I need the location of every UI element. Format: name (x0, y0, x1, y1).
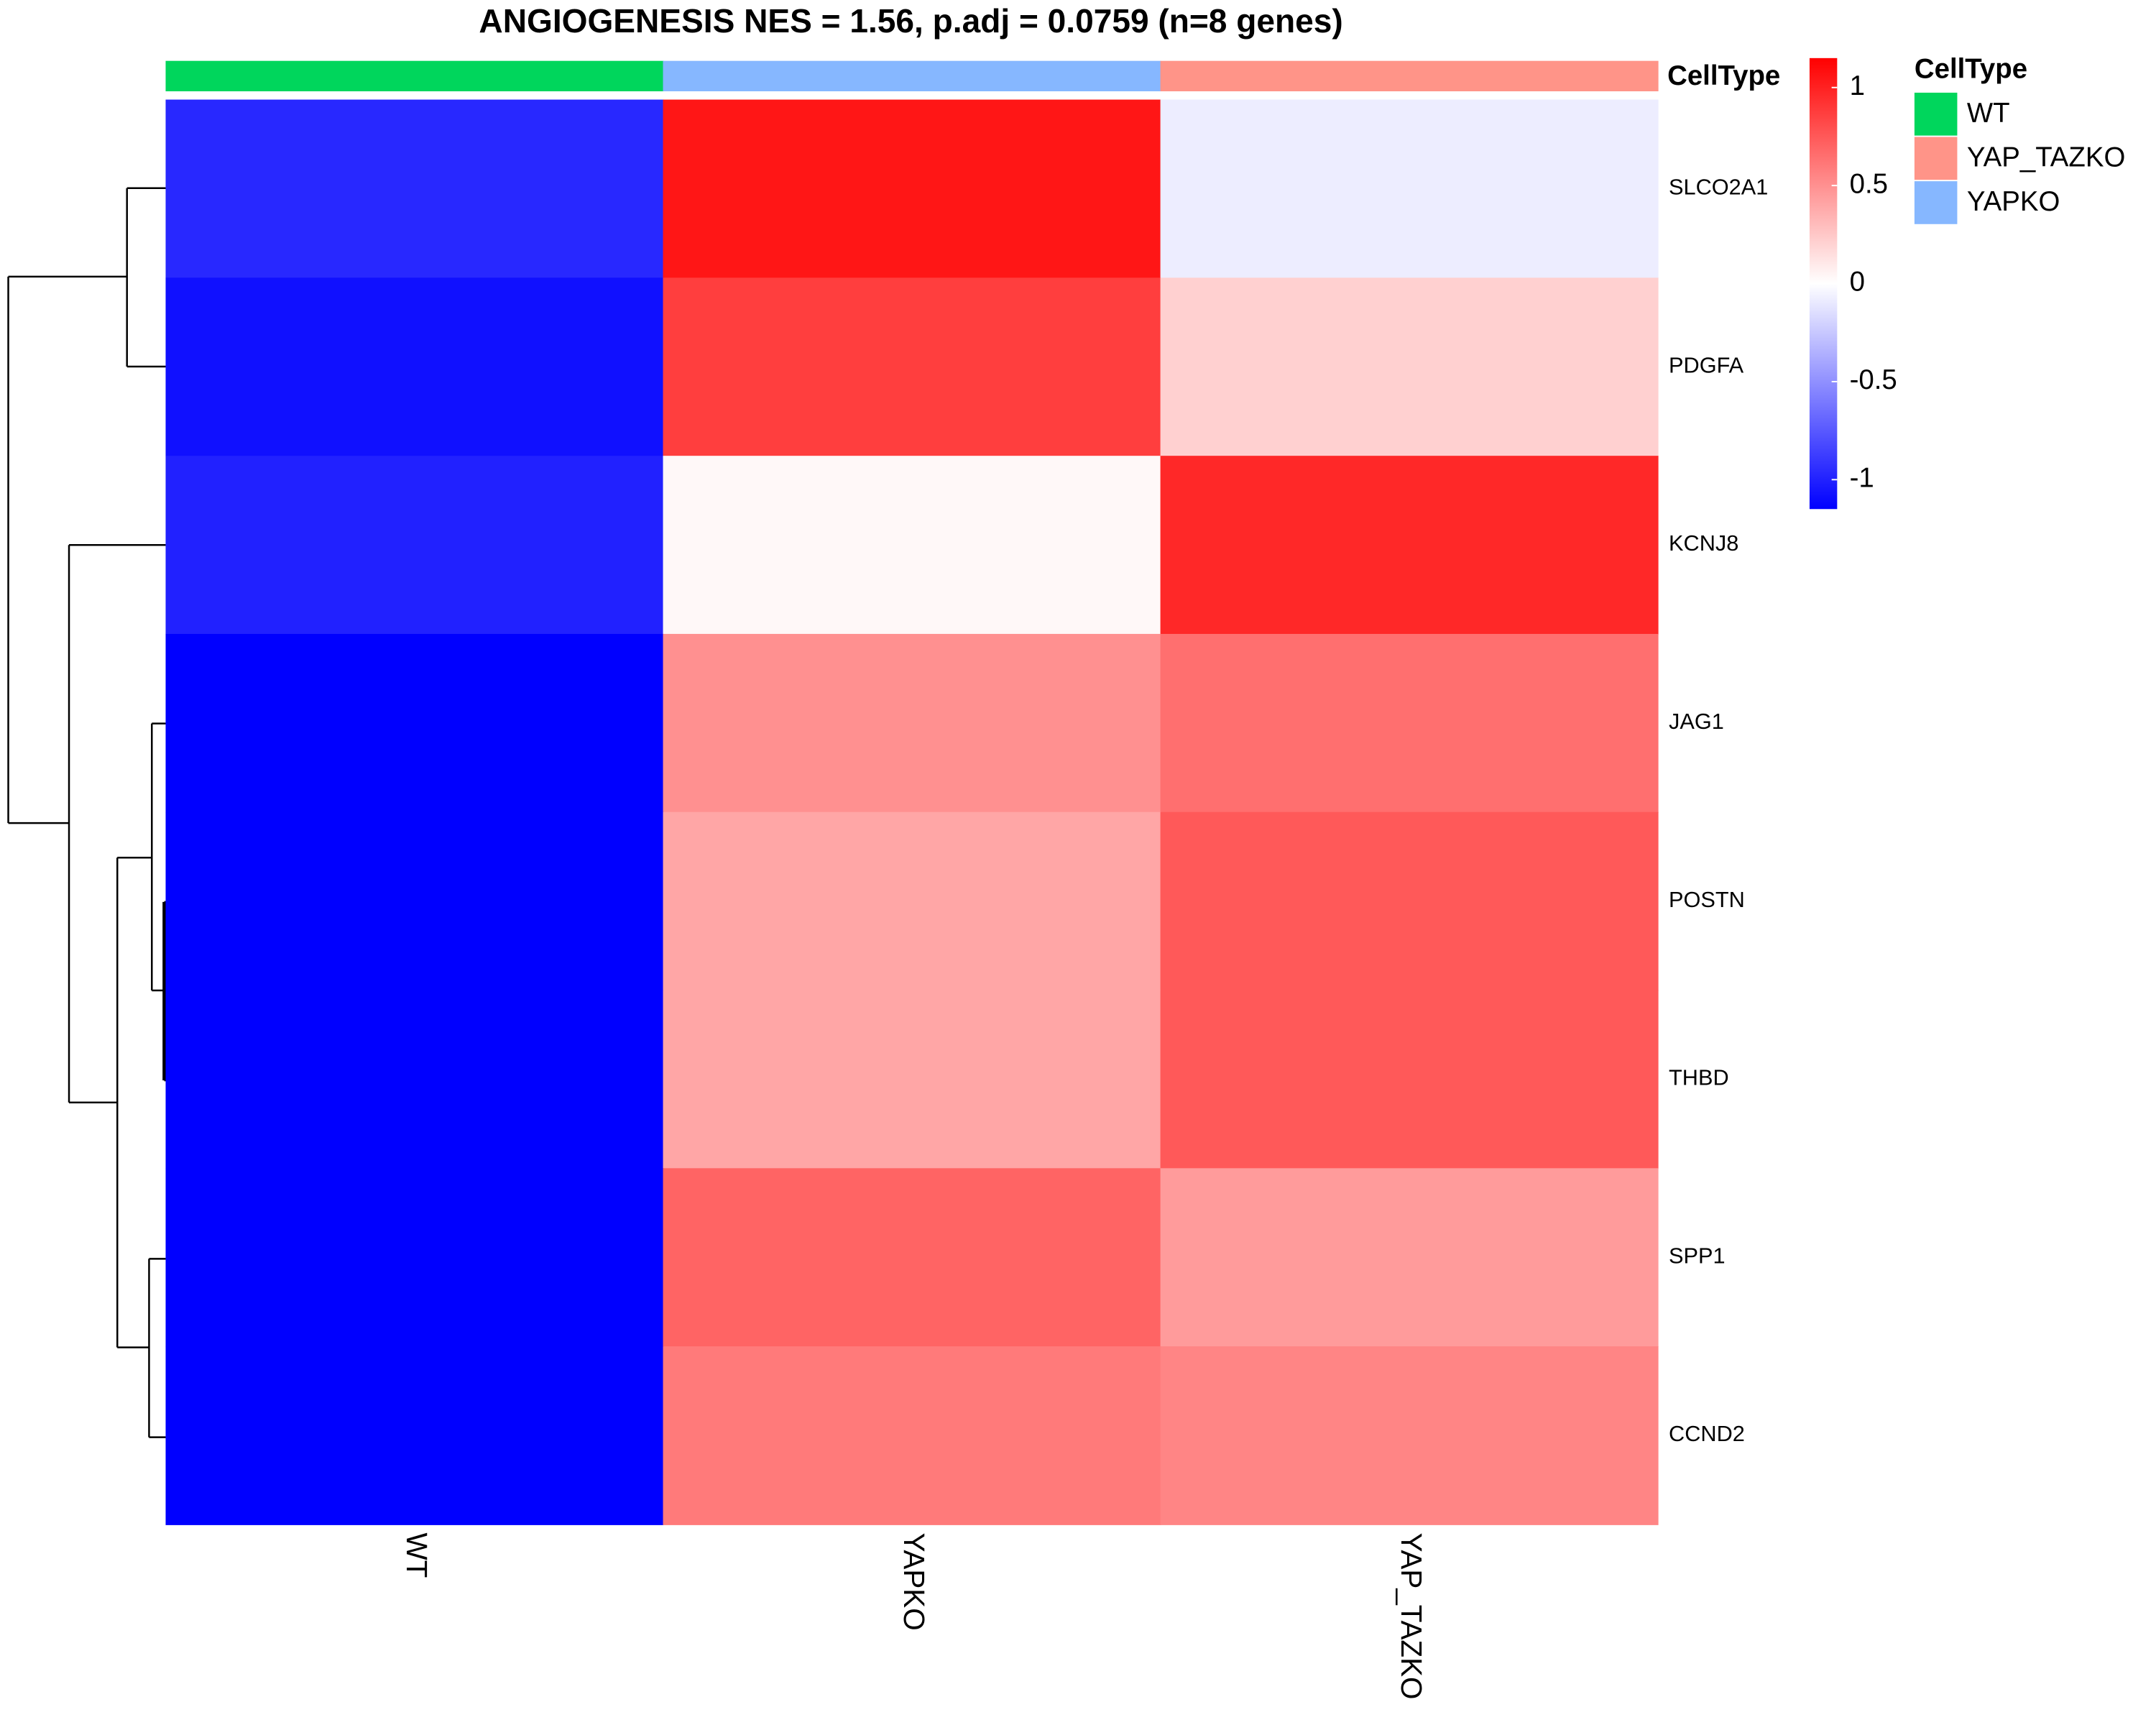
chart-title: ANGIOGENESIS NES = 1.56, p.adj = 0.0759 … (479, 2, 1342, 40)
heatmap-cell (663, 456, 1161, 635)
heatmap-cell (663, 990, 1161, 1169)
heatmap-cell (165, 811, 664, 991)
heatmap-cell (165, 99, 664, 279)
annotation-cell (165, 60, 664, 92)
legend-swatch (1914, 181, 1958, 224)
row-label: SPP1 (1669, 1243, 1726, 1268)
color-bar-tick-label: 0 (1850, 267, 1865, 298)
annotation-cell (663, 60, 1161, 92)
legend-title: CellType (1915, 53, 2027, 84)
heatmap-cell (165, 990, 664, 1169)
row-label: PDGFA (1669, 352, 1744, 377)
heatmap-cell (165, 277, 664, 457)
row-label: JAG1 (1669, 709, 1724, 734)
row-label: SLCO2A1 (1669, 175, 1768, 200)
heatmap-cell (663, 811, 1161, 991)
heatmap-cell (663, 1346, 1161, 1525)
heatmap-cell (165, 1168, 664, 1348)
heatmap-cell (663, 99, 1161, 279)
column-label: WT (400, 1532, 433, 1578)
row-dendrogram (7, 187, 166, 1438)
color-bar-tick-label: 1 (1850, 70, 1865, 101)
heatmap-cell (165, 1346, 664, 1525)
heatmap-cell (1160, 456, 1659, 635)
color-bar-tick-label: -0.5 (1850, 364, 1897, 395)
legend-swatch (1914, 137, 1958, 180)
heatmap-cell (1160, 1346, 1659, 1525)
heatmap-cell (1160, 277, 1659, 457)
column-label: YAPKO (898, 1532, 931, 1630)
heatmap-cell (165, 456, 664, 635)
legend-label: YAPKO (1967, 186, 2060, 217)
heatmap-cell (1160, 633, 1659, 813)
heatmap-cell (165, 633, 664, 813)
row-label: THBD (1669, 1065, 1729, 1090)
heatmap-cell (1160, 990, 1659, 1169)
color-bar-tick-label: 0.5 (1850, 168, 1888, 199)
column-label: YAP_TAZKO (1395, 1532, 1428, 1699)
legend-label: YAP_TAZKO (1967, 142, 2125, 172)
legend-label: WT (1967, 98, 2010, 129)
annotation-label: CellType (1667, 60, 1780, 91)
heatmap-cell (1160, 99, 1659, 279)
heatmap-cell (663, 1168, 1161, 1348)
heatmap-cell (1160, 1168, 1659, 1348)
heatmap-cell (1160, 811, 1659, 991)
heatmap-cell (663, 277, 1161, 457)
heatmap-cell (663, 633, 1161, 813)
row-label: POSTN (1669, 887, 1745, 912)
color-bar-tick-label: -1 (1850, 462, 1874, 493)
row-label: CCND2 (1669, 1421, 1745, 1446)
legend-swatch (1914, 92, 1958, 136)
row-label: KCNJ8 (1669, 530, 1738, 556)
annotation-cell (1160, 60, 1659, 92)
